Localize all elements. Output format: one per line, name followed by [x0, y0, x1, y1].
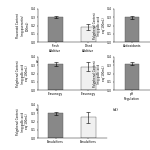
Text: (b): (b)	[113, 60, 119, 64]
Y-axis label: Polyphenol Content
(mg gallic acid
eq/ 100mL): Polyphenol Content (mg gallic acid eq/ 1…	[16, 60, 29, 87]
Bar	[81, 27, 96, 42]
Bar	[48, 64, 63, 90]
Bar	[125, 17, 140, 42]
Y-axis label: Polyphenol Content
(mg gallic acid
eq/ 100mL): Polyphenol Content (mg gallic acid eq/ 1…	[93, 60, 106, 87]
Bar	[81, 67, 96, 90]
Text: (a): (a)	[36, 60, 42, 64]
Bar	[48, 17, 63, 42]
Bar	[125, 64, 140, 90]
Text: (d): (d)	[113, 108, 119, 112]
Bar	[81, 117, 96, 138]
Text: (c): (c)	[36, 108, 42, 112]
Y-axis label: Flavonoid Content
(mg quercetin/
100mL): Flavonoid Content (mg quercetin/ 100mL)	[16, 13, 29, 38]
Y-axis label: Polyphenol Content
(mg gallic acid
eq/ 100mL): Polyphenol Content (mg gallic acid eq/ 1…	[93, 12, 106, 39]
Y-axis label: Polyphenol Content
(mg gallic acid
eq/ 100mL): Polyphenol Content (mg gallic acid eq/ 1…	[16, 108, 29, 135]
Bar	[48, 113, 63, 138]
